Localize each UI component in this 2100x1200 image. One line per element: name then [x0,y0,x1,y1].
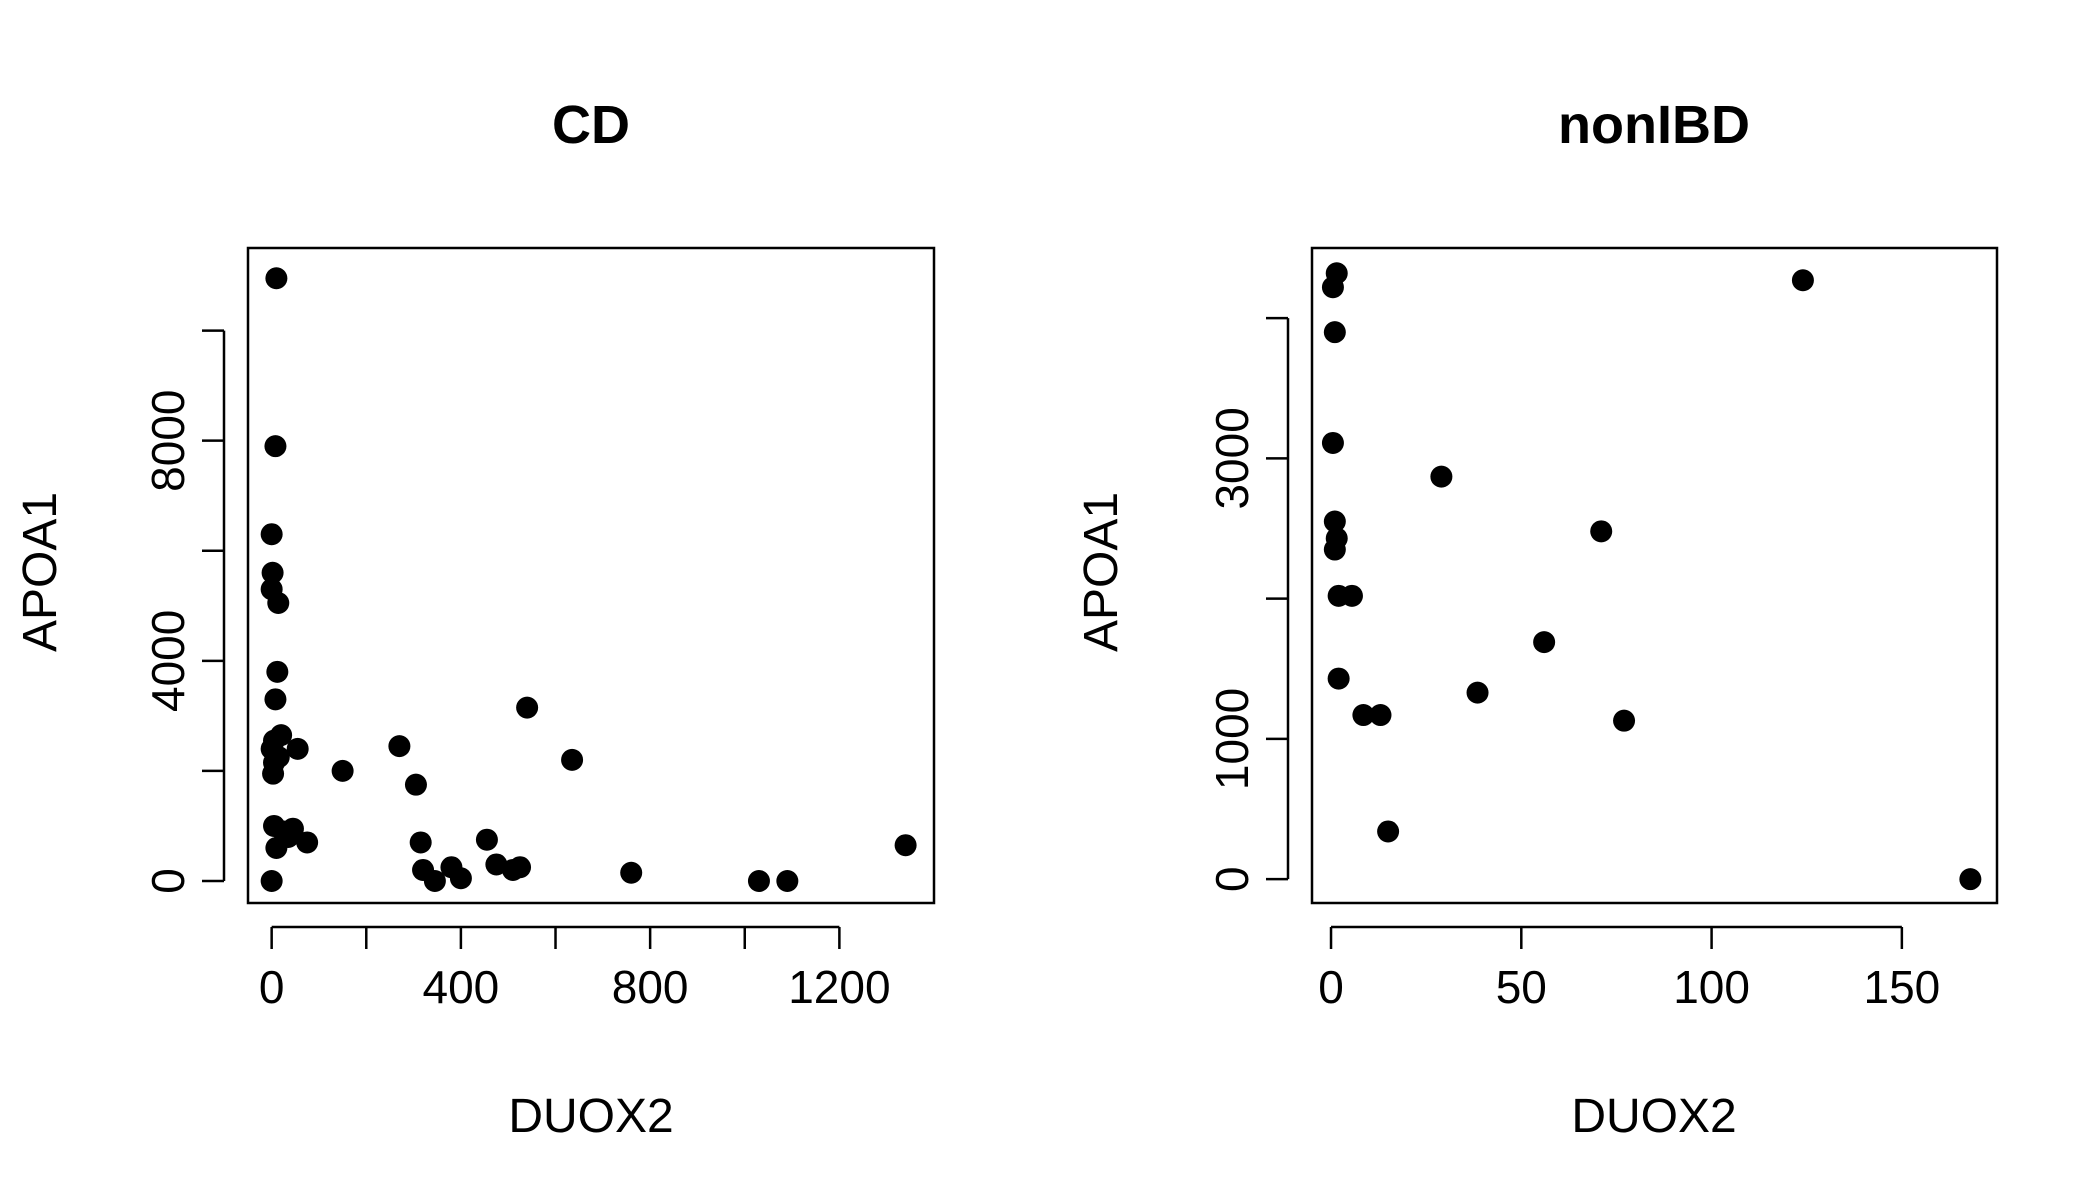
x-tick-label: 800 [612,961,689,1013]
y-tick-label: 3000 [1206,407,1258,509]
x-axis-label: DUOX2 [1571,1090,1736,1143]
data-point [267,592,290,615]
data-point [264,435,287,458]
data-point [1321,276,1344,299]
data-point [388,735,411,758]
data-point [1352,704,1375,727]
y-axis-label: APOA1 [1075,492,1128,652]
data-point [423,869,446,892]
y-tick-label: 4000 [142,610,194,712]
data-point [404,773,427,796]
x-tick-label: 1200 [788,961,890,1013]
x-tick-label: 50 [1496,961,1547,1013]
data-point [1323,538,1346,561]
y-axis-label: APOA1 [14,492,67,652]
x-tick-label: 150 [1863,961,1940,1013]
data-point [286,737,309,760]
data-point [561,748,584,771]
data-point [1321,431,1344,454]
x-tick-label: 400 [423,961,500,1013]
chart-title: CD [552,95,630,155]
y-tick-label: 0 [1206,866,1258,892]
data-point [261,561,284,584]
data-point [1791,269,1814,292]
y-tick-label: 0 [142,868,194,894]
data-point [265,836,288,859]
data-point [776,869,799,892]
data-point [475,828,498,851]
data-point [509,856,532,879]
data-point [409,831,432,854]
y-tick-label: 1000 [1206,688,1258,790]
data-point [296,831,319,854]
data-point [1340,584,1363,607]
x-tick-label: 100 [1673,961,1750,1013]
data-point [485,853,508,876]
data-point [1590,520,1613,543]
data-point [1533,631,1556,654]
x-axis-label: DUOX2 [508,1090,673,1143]
data-point [1377,820,1400,843]
chart-title: nonIBD [1558,95,1750,155]
cd-scatter-panel: CD DUOX2 APOA1 0 400 800 1200 0 4000 8000 [14,95,936,1143]
data-point [331,759,354,782]
data-point [516,696,539,719]
data-point [449,867,472,890]
x-tick-label: 0 [1318,961,1344,1013]
data-point [262,762,285,785]
nonibd-scatter-panel: nonIBD DUOX2 APOA1 0 50 100 150 0 1000 3000 [1075,95,1999,1143]
x-tick-label: 0 [259,961,285,1013]
data-point [1959,868,1982,891]
plot-frame [1310,246,1999,905]
data-point [894,834,917,857]
data-point [1613,709,1636,732]
data-point [1323,510,1346,533]
data-point [1430,465,1453,488]
data-point [1466,681,1489,704]
data-point [266,660,289,683]
data-point [260,523,283,546]
data-point [1369,704,1392,727]
data-point [260,869,283,892]
y-tick-label: 8000 [142,389,194,491]
data-point [1327,667,1350,690]
data-point [620,861,643,884]
data-point [265,267,288,290]
data-point [747,869,770,892]
plot-frame [246,246,936,905]
data-point [264,688,287,711]
data-point [1323,321,1346,344]
